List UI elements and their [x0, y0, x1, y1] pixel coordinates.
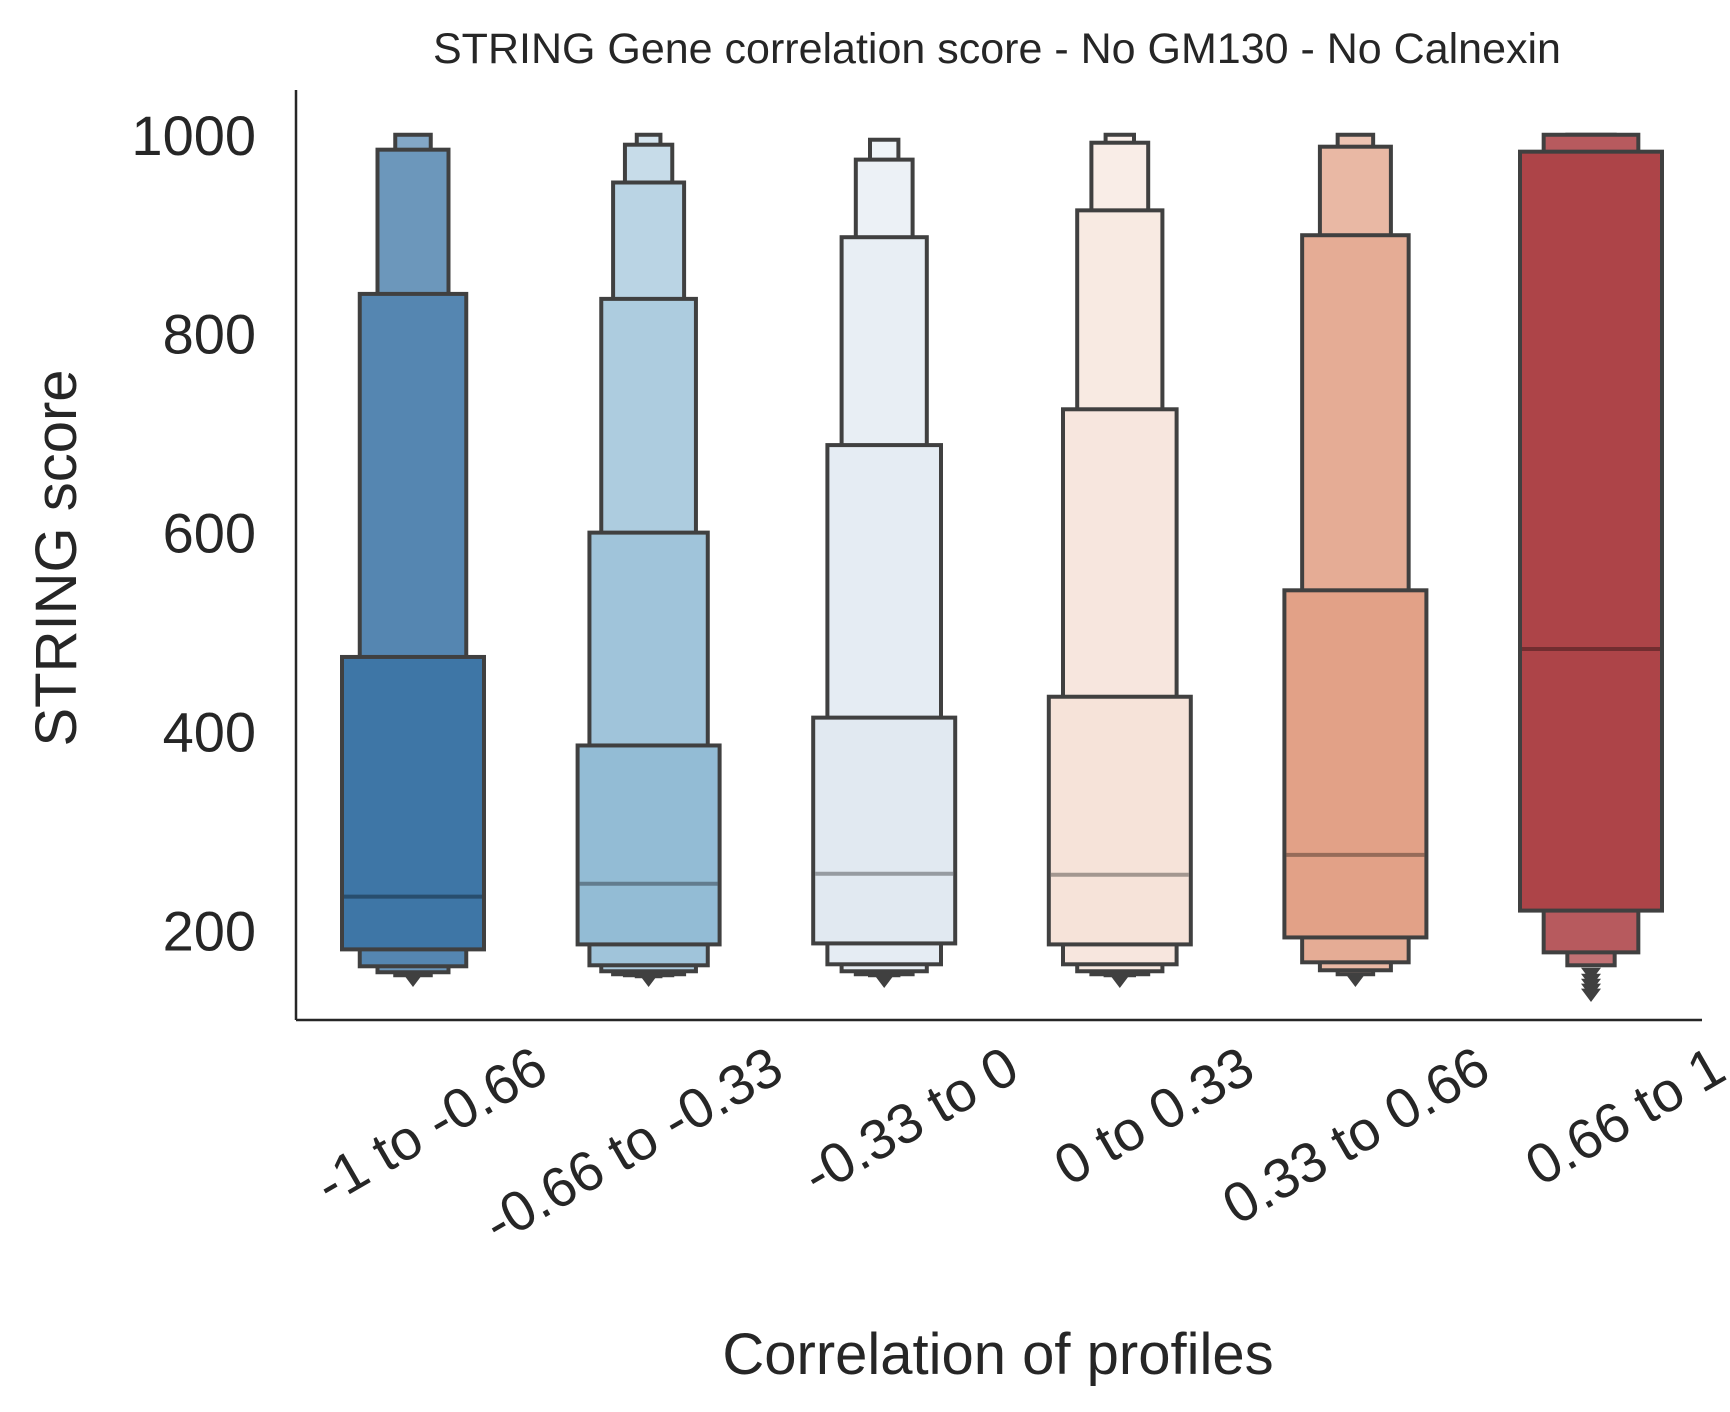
outlier-marker — [874, 974, 895, 989]
boxen-box — [811, 715, 958, 946]
boxen-box — [575, 743, 722, 947]
boxen-group — [1046, 132, 1193, 989]
y-tick-label: 400 — [163, 701, 256, 764]
boxen-box — [1046, 694, 1193, 947]
y-tick-label: 200 — [163, 899, 256, 962]
y-tick-label: 1000 — [131, 104, 256, 167]
boxen-group — [811, 137, 958, 989]
outlier-marker — [1109, 974, 1130, 989]
chart-title: STRING Gene correlation score - No GM130… — [433, 25, 1561, 73]
outlier-marker — [1580, 988, 1602, 1002]
boxen-box — [340, 654, 486, 952]
x-axis-label: Correlation of profiles — [722, 1322, 1273, 1387]
x-tick-label: -0.33 to 0 — [792, 1034, 1028, 1207]
boxen-group — [575, 132, 722, 988]
boxen-box — [1282, 588, 1429, 940]
boxen-box — [1518, 149, 1664, 913]
x-tick-label: 0.33 to 0.66 — [1212, 1034, 1500, 1236]
boxen-group — [1282, 132, 1429, 988]
outlier-marker — [403, 973, 423, 988]
outlier-marker — [638, 973, 659, 988]
boxen-group — [340, 132, 486, 988]
x-tick-label: 0.66 to 1 — [1515, 1034, 1730, 1198]
y-tick-label: 600 — [163, 502, 256, 565]
y-tick-label: 800 — [163, 303, 256, 366]
y-axis-label: STRING score — [24, 369, 89, 746]
boxen-group — [1518, 132, 1664, 1002]
plot-area — [340, 132, 1664, 1002]
outlier-marker — [1345, 973, 1366, 988]
y-tick-labels: 200 400 600 800 1000 — [131, 104, 256, 963]
